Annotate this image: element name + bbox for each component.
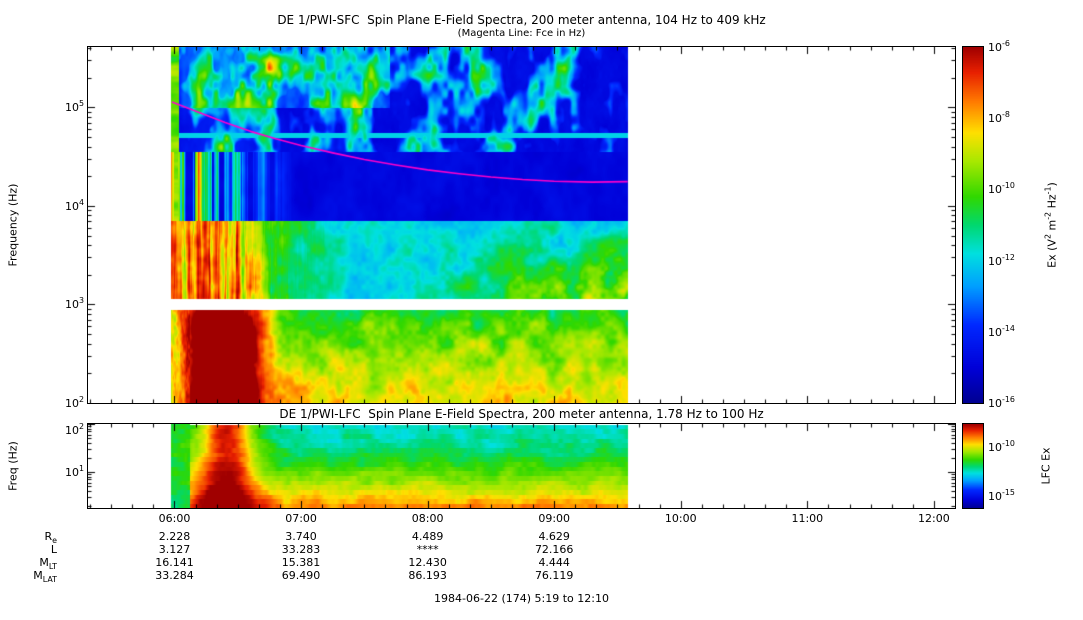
sfc-colorbar-tick-label: 10-14 <box>988 323 1015 339</box>
time-tick-label: 11:00 <box>791 512 824 525</box>
lfc-ytick-label: 102 <box>64 422 84 437</box>
ephemeris-value: 3.127 <box>158 543 191 556</box>
sfc-ytick-label: 102 <box>64 395 84 410</box>
ephemeris-value: 4.489 <box>411 530 444 543</box>
sfc-title: DE 1/PWI-SFC Spin Plane E-Field Spectra,… <box>277 13 766 27</box>
lfc-spectrogram-canvas <box>88 424 955 508</box>
ephemeris-row-label: Re <box>44 530 57 546</box>
time-tick-label: 06:00 <box>158 512 191 525</box>
ephemeris-value: 4.629 <box>538 530 570 543</box>
ephemeris-value: 2.228 <box>158 530 191 543</box>
sfc-ytick-label: 105 <box>64 99 84 115</box>
sfc-colorbar-tick-label: 10-12 <box>988 252 1015 268</box>
lfc-colorbar-tick-label: 10-15 <box>988 488 1015 504</box>
lfc-colorbar-canvas <box>963 424 983 508</box>
ephemeris-value: 33.283 <box>281 543 321 556</box>
ephemeris-value: 3.740 <box>285 530 317 543</box>
ephemeris-value: 12.430 <box>408 556 447 569</box>
time-tick-label: 07:00 <box>285 512 317 525</box>
ephemeris-value: 16.141 <box>155 556 194 569</box>
ephemeris-value: 72.166 <box>534 543 574 556</box>
lfc-ytick-label: 101 <box>64 464 84 479</box>
sfc-ytick-label: 104 <box>64 197 84 213</box>
ephemeris-value: 15.381 <box>281 556 321 569</box>
ephemeris-row-label: MLT <box>39 556 57 572</box>
sfc-colorbar-tick-label: 10-16 <box>988 395 1015 410</box>
date-range-label: 1984-06-22 (174) 5:19 to 12:10 <box>434 592 609 605</box>
time-tick-label: 12:00 <box>918 512 950 525</box>
sfc-spectrogram-canvas <box>88 47 955 403</box>
time-tick-label: 09:00 <box>538 512 571 525</box>
time-tick-label: 10:00 <box>664 512 697 525</box>
ephemeris-row-label: MLAT <box>33 569 57 585</box>
lfc-title: DE 1/PWI-LFC Spin Plane E-Field Spectra,… <box>279 407 764 421</box>
sfc-colorbar-label: Ex (V2 m-2 Hz-1) <box>1043 182 1059 268</box>
sfc-ylabel: Frequency (Hz) <box>6 183 20 267</box>
ephemeris-value: 86.193 <box>408 569 447 582</box>
sfc-colorbar-tick-label: 10-8 <box>988 110 1010 125</box>
ephemeris-value: 4.444 <box>538 556 570 569</box>
sfc-colorbar <box>962 46 984 404</box>
ephemeris-row-label: L <box>50 543 57 556</box>
sfc-colorbar-tick-label: 10-6 <box>988 39 1010 54</box>
sfc-subtitle: (Magenta Line: Fce in Hz) <box>457 28 586 39</box>
ephemeris-value: **** <box>416 543 439 556</box>
sfc-colorbar-canvas <box>963 47 983 403</box>
lfc-colorbar <box>962 423 984 509</box>
lfc-colorbar-label: LFC Ex <box>1039 447 1053 485</box>
ephemeris-value: 33.284 <box>155 569 194 582</box>
lfc-colorbar-tick-label: 10-10 <box>988 438 1015 454</box>
sfc-ytick-label: 103 <box>64 296 84 312</box>
ephemeris-value: 76.119 <box>534 569 574 582</box>
sfc-colorbar-tick-label: 10-10 <box>988 181 1015 197</box>
ephemeris-value: 69.490 <box>281 569 321 582</box>
lfc-ylabel: Freq (Hz) <box>6 441 20 491</box>
lfc-spectrogram-panel <box>87 423 956 509</box>
time-tick-label: 08:00 <box>411 512 444 525</box>
sfc-spectrogram-panel <box>87 46 956 404</box>
